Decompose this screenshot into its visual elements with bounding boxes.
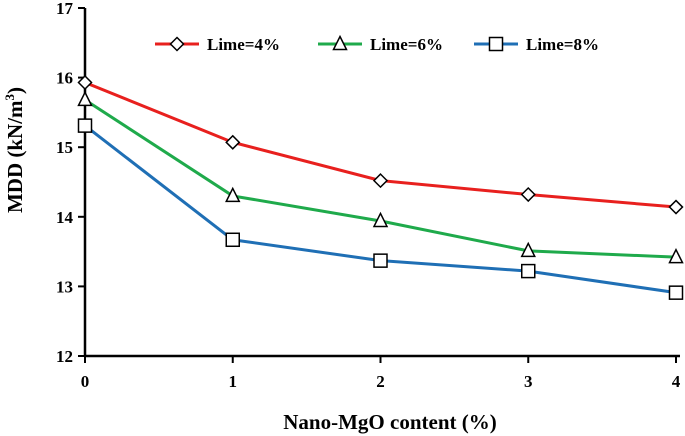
series-layer bbox=[77, 74, 684, 300]
x-tick-label-2: 2 bbox=[376, 372, 385, 391]
y-tick-label-14: 14 bbox=[56, 208, 74, 227]
legend-label-1: Lime=4% bbox=[207, 35, 280, 54]
legend: Lime=4% Lime=6% Lime=8% bbox=[155, 34, 599, 54]
y-tick-label-12: 12 bbox=[56, 347, 73, 366]
series-3-point-3 bbox=[521, 263, 536, 279]
x-axis-title: Nano-MgO content (%) bbox=[283, 410, 496, 434]
series-3-point-4 bbox=[668, 285, 684, 300]
series-1-point-4 bbox=[668, 199, 684, 215]
series-2-point-0 bbox=[77, 90, 93, 107]
series-2-point-2 bbox=[372, 211, 389, 228]
y-axis-title-superscript: 3 bbox=[2, 93, 17, 100]
series-1-point-1 bbox=[225, 134, 241, 150]
series-3-point-0 bbox=[77, 118, 93, 133]
series-1-line bbox=[84, 81, 677, 209]
series-1-point-3 bbox=[520, 186, 536, 203]
y-tick-label-15: 15 bbox=[56, 138, 73, 157]
y-tick-label-17: 17 bbox=[56, 0, 74, 18]
series-2-point-4 bbox=[668, 247, 684, 264]
series-1-point-2 bbox=[372, 173, 389, 189]
x-tick-label-3: 3 bbox=[524, 372, 533, 391]
series-2 bbox=[77, 90, 684, 264]
series-1-point-0 bbox=[77, 74, 93, 91]
legend-marker-1 bbox=[169, 36, 185, 52]
x-tick-label-0: 0 bbox=[81, 372, 90, 391]
legend-label-2: Lime=6% bbox=[370, 35, 443, 54]
series-3 bbox=[77, 118, 684, 300]
series-2-point-1 bbox=[225, 186, 241, 203]
legend-marker-2 bbox=[332, 34, 348, 51]
legend-label-3: Lime=8% bbox=[526, 35, 599, 54]
series-1 bbox=[77, 74, 684, 215]
legend-marker-3 bbox=[488, 36, 504, 52]
series-3-point-1 bbox=[225, 232, 240, 248]
series-3-point-2 bbox=[373, 253, 388, 268]
y-axis-title: MDD (kN/m3) bbox=[2, 87, 27, 213]
series-2-point-3 bbox=[520, 241, 536, 258]
y-axis-title-end: ) bbox=[3, 87, 27, 94]
y-tick-label-13: 13 bbox=[56, 277, 73, 296]
y-axis-title-main: MDD (kN/m bbox=[3, 100, 27, 213]
x-tick-label-1: 1 bbox=[229, 372, 238, 391]
x-tick-label-4: 4 bbox=[672, 372, 681, 391]
y-tick-label-16: 16 bbox=[56, 69, 73, 88]
